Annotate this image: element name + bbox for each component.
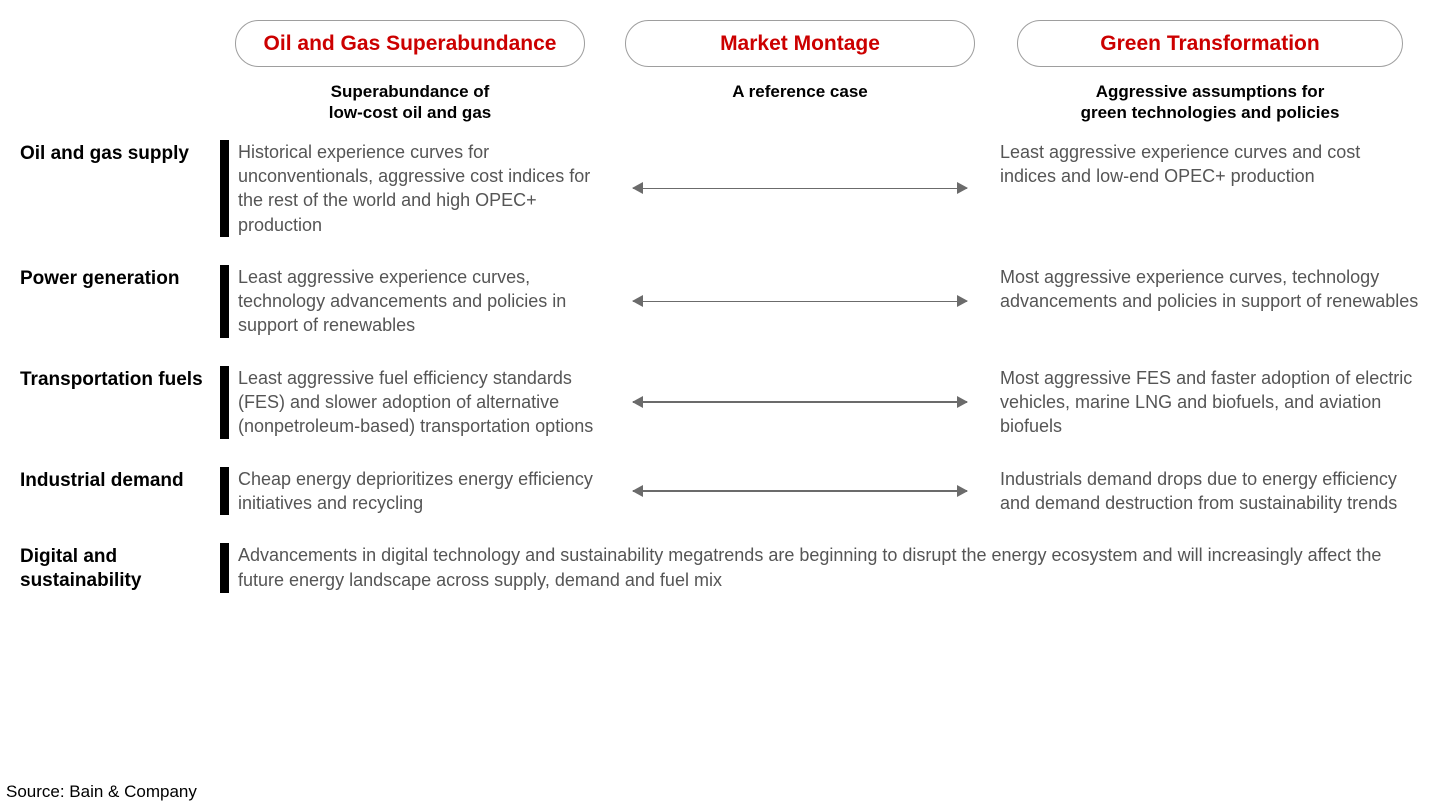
row-label: Industrial demand [20,467,210,516]
row-accent-bar [220,366,229,439]
double-arrow-icon [633,401,967,403]
double-arrow-icon [633,188,967,190]
scenario-pill-left: Oil and Gas Superabundance [235,20,585,67]
row-left-text: Least aggressive experience curves, tech… [220,265,600,338]
comparison-row: Digital and sustainabilityAdvancements i… [20,543,1420,593]
row-accent-bar [220,467,229,516]
row-accent-bar [220,140,229,237]
comparison-row: Industrial demandCheap energy deprioriti… [20,467,1420,516]
row-full-text: Advancements in digital technology and s… [220,543,1420,593]
scenario-subtitle-middle: A reference case [610,73,990,140]
scenario-subtitle-right: Aggressive assumptions forgreen technolo… [1000,73,1420,140]
double-arrow-icon [633,490,967,492]
row-label: Power generation [20,265,210,338]
row-range-arrow [610,140,990,237]
scenario-header-row: Oil and Gas Superabundance Market Montag… [20,20,1420,67]
comparison-row: Transportation fuelsLeast aggressive fue… [20,366,1420,439]
comparison-row: Oil and gas supplyHistorical experience … [20,140,1420,237]
row-left-text: Cheap energy deprioritizes energy effici… [220,467,600,516]
row-label: Digital and sustainability [20,543,210,593]
row-accent-bar [220,265,229,338]
scenario-pill-right: Green Transformation [1017,20,1403,67]
row-accent-bar [220,543,229,593]
row-range-arrow [610,265,990,338]
scenario-pill-middle: Market Montage [625,20,975,67]
row-label: Oil and gas supply [20,140,210,237]
double-arrow-icon [633,301,967,303]
row-label: Transportation fuels [20,366,210,439]
scenario-subtitle-left: Superabundance oflow-cost oil and gas [220,73,600,140]
comparison-row: Power generationLeast aggressive experie… [20,265,1420,338]
row-range-arrow [610,366,990,439]
comparison-rows: Oil and gas supplyHistorical experience … [20,140,1420,593]
row-right-text: Least aggressive experience curves and c… [1000,140,1420,237]
scenario-subtitle-row: Superabundance oflow-cost oil and gas A … [20,73,1420,140]
row-right-text: Most aggressive FES and faster adoption … [1000,366,1420,439]
row-left-text: Historical experience curves for unconve… [220,140,600,237]
source-attribution: Source: Bain & Company [6,782,197,802]
row-left-text: Least aggressive fuel efficiency standar… [220,366,600,439]
row-right-text: Most aggressive experience curves, techn… [1000,265,1420,338]
row-range-arrow [610,467,990,516]
row-right-text: Industrials demand drops due to energy e… [1000,467,1420,516]
